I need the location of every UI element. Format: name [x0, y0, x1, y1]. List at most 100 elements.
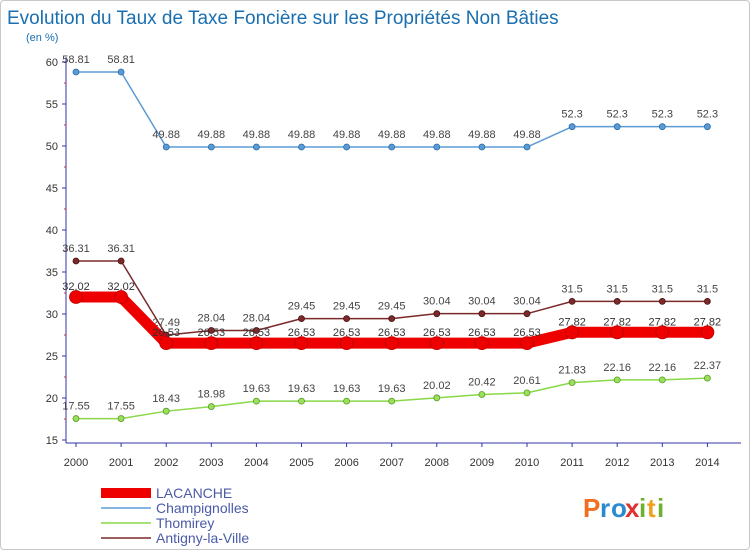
data-label-antigny-la-ville: 29.45: [333, 301, 361, 313]
x-tick-label: 2001: [109, 457, 133, 469]
y-tick-label: 60: [46, 57, 58, 69]
x-tick-label: 2008: [425, 457, 449, 469]
data-point-thomirey: [523, 389, 531, 397]
data-label-lacanche: 27.82: [649, 316, 677, 328]
data-label-champignolles: 49.88: [378, 129, 406, 141]
data-label-thomirey: 22.16: [603, 362, 631, 374]
data-point-champignolles: [298, 143, 305, 151]
logo-letter: x: [625, 493, 640, 523]
data-point-thomirey: [568, 379, 576, 387]
data-point-thomirey: [433, 394, 441, 402]
y-tick-label: 20: [46, 393, 58, 405]
x-tick-label: 2003: [199, 457, 223, 469]
data-point-champignolles: [117, 68, 125, 76]
y-tick-label: 40: [46, 225, 58, 237]
y-tick-label: 45: [46, 183, 58, 195]
data-point-lacanche: [114, 290, 128, 304]
data-label-antigny-la-ville: 30.04: [468, 296, 496, 308]
series-layer: 17.55 17.55 18.43 18.98 19.63 19.63 19.63 19.63…: [62, 54, 721, 422]
axes: 15 20 25 30 35 40 45 50 55 60 2000 2001 2002 2003 2004…: [46, 57, 741, 469]
data-label-thomirey: 19.63: [378, 383, 406, 395]
logo-letter: i: [657, 493, 664, 523]
data-point-thomirey: [658, 376, 666, 384]
data-point-lacanche: [520, 336, 534, 351]
data-point-lacanche: [204, 336, 219, 351]
x-tick-label: 2014: [695, 457, 719, 469]
data-label-champignolles: 52.3: [652, 109, 673, 121]
data-point-champignolles: [613, 123, 621, 131]
data-point-lacanche: [294, 336, 309, 351]
data-point-thomirey: [72, 415, 80, 422]
data-label-thomirey: 19.63: [288, 383, 316, 395]
data-label-thomirey: 22.16: [649, 362, 677, 374]
data-label-lacanche: 26.53: [243, 327, 271, 339]
chart-title: Evolution du Taux de Taxe Foncière sur l…: [7, 8, 559, 29]
data-point-champignolles: [478, 143, 486, 151]
legend-label-antigny-la-ville: Antigny-la-Ville: [156, 530, 249, 546]
data-label-lacanche: 32.02: [62, 281, 90, 293]
data-label-antigny-la-ville: 29.45: [378, 301, 406, 313]
data-label-antigny-la-ville: 31.5: [652, 283, 673, 295]
y-tick-label: 15: [46, 435, 58, 447]
data-point-thomirey: [343, 397, 351, 405]
data-label-thomirey: 19.63: [243, 383, 271, 395]
data-label-lacanche: 26.53: [423, 327, 451, 339]
data-point-antigny-la-ville: [568, 297, 576, 305]
logo-letter: P: [583, 493, 600, 523]
data-label-champignolles: 52.3: [606, 109, 627, 121]
data-label-antigny-la-ville: 28.04: [198, 312, 226, 324]
series-champignolles: 58.81 58.81 49.88 49.88 49.88 49.88 49.88 49.88…: [62, 54, 718, 151]
data-label-antigny-la-ville: 30.04: [423, 296, 451, 308]
data-label-champignolles: 49.88: [243, 129, 271, 141]
logo-letter: r: [600, 493, 610, 523]
data-point-champignolles: [207, 143, 215, 151]
data-point-champignolles: [72, 68, 80, 76]
data-label-antigny-la-ville: 31.5: [697, 283, 718, 295]
data-point-lacanche: [700, 325, 715, 340]
data-label-lacanche: 26.53: [198, 327, 226, 339]
data-point-lacanche: [69, 290, 83, 304]
data-label-thomirey: 18.98: [198, 389, 226, 401]
y-tick-label: 35: [46, 267, 58, 279]
x-tick-label: 2010: [515, 457, 539, 469]
x-tick-label: 2002: [154, 457, 178, 469]
data-label-thomirey: 18.43: [152, 393, 180, 405]
legend: LACANCHEChampignollesThomireyAntigny-la-…: [101, 485, 249, 546]
data-label-thomirey: 20.42: [468, 376, 496, 388]
data-point-champignolles: [658, 123, 666, 131]
logo-letter: o: [611, 493, 627, 523]
series-antigny-la-ville: 36.31 36.31 27.49 28.04 28.04 29.45 29.45 29.45…: [62, 243, 718, 339]
data-label-antigny-la-ville: 31.5: [561, 283, 582, 295]
data-label-champignolles: 49.88: [468, 129, 496, 141]
data-point-thomirey: [478, 391, 486, 398]
x-tick-label: 2004: [244, 457, 268, 469]
legend-label-champignolles: Champignolles: [156, 500, 249, 516]
data-point-antigny-la-ville: [658, 297, 666, 305]
y-tick-label: 25: [46, 351, 58, 363]
data-label-antigny-la-ville: 29.45: [288, 301, 316, 313]
data-label-antigny-la-ville: 30.04: [513, 296, 541, 308]
data-point-lacanche: [610, 325, 625, 340]
data-label-thomirey: 17.55: [107, 401, 135, 413]
data-point-antigny-la-ville: [523, 310, 531, 318]
data-label-champignolles: 52.3: [697, 109, 718, 121]
data-label-antigny-la-ville: 28.04: [243, 312, 271, 324]
x-tick-label: 2009: [470, 457, 494, 469]
data-point-thomirey: [298, 397, 305, 405]
data-label-champignolles: 49.88: [288, 129, 316, 141]
data-label-champignolles: 49.88: [152, 129, 180, 141]
data-point-thomirey: [704, 374, 711, 382]
data-point-champignolles: [343, 143, 351, 151]
data-label-champignolles: 49.88: [423, 129, 451, 141]
data-point-lacanche: [339, 336, 354, 351]
data-point-lacanche: [565, 325, 579, 340]
data-point-antigny-la-ville: [613, 297, 621, 305]
data-point-lacanche: [429, 336, 444, 351]
y-tick-label: 30: [46, 309, 58, 321]
data-label-champignolles: 52.3: [561, 109, 582, 121]
data-point-thomirey: [207, 403, 215, 410]
data-label-antigny-la-ville: 36.31: [107, 243, 135, 255]
data-point-lacanche: [655, 325, 670, 340]
